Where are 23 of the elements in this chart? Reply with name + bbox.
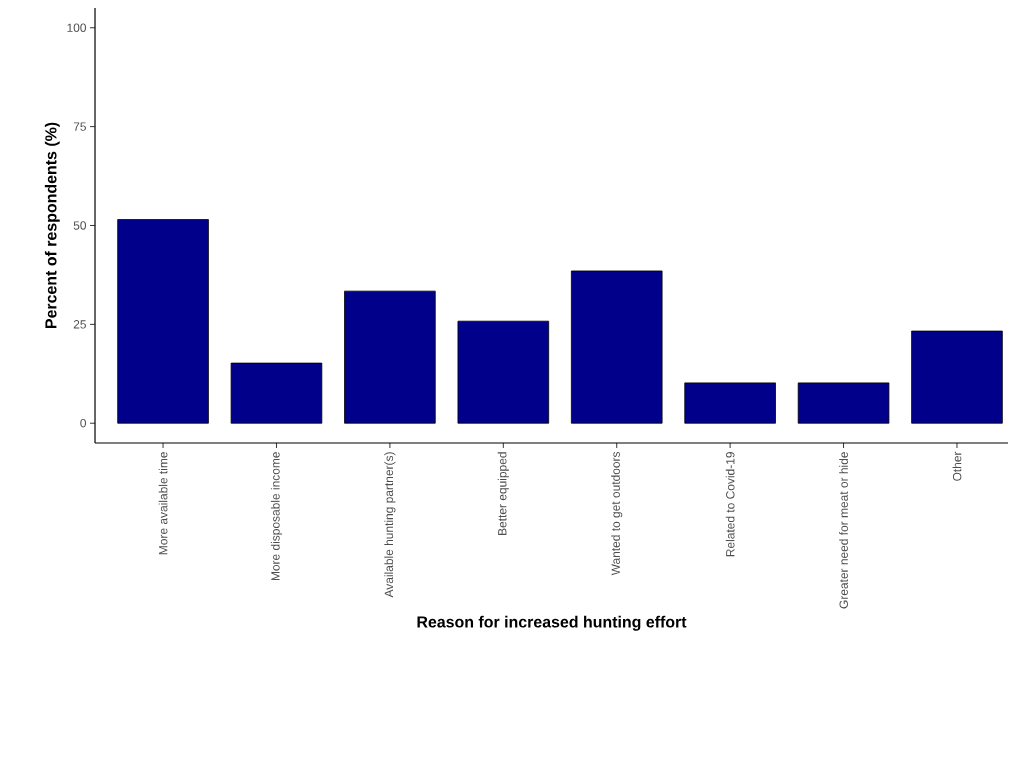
x-tick-label: Wanted to get outdoors (611, 451, 623, 576)
x-tick-label: More disposable income (270, 452, 283, 581)
x-tick-label: Related to Covid-19 (725, 452, 735, 557)
x-tick-label: More available time (158, 452, 168, 555)
x-tick-label: Other (952, 451, 962, 481)
bar (117, 219, 209, 424)
x-tick-label: Available hunting partner(s) (384, 452, 396, 598)
y-tick-label: 50 (73, 221, 87, 230)
y-tick-label: 100 (67, 23, 87, 32)
bar (457, 320, 550, 424)
y-tick-label: 0 (80, 418, 87, 428)
bar (684, 382, 776, 424)
y-tick-label: 25 (73, 320, 86, 329)
bar (911, 330, 1003, 424)
bar (344, 290, 436, 424)
bar (797, 382, 890, 424)
y-tick-label: 75 (73, 122, 86, 131)
bar (570, 270, 663, 424)
x-tick-label: Better equipped (497, 452, 509, 535)
bar (230, 362, 323, 424)
x-axis-title: Reason for increased hunting effort (417, 615, 687, 631)
y-axis-title: Percent of respondents (%) (44, 122, 60, 329)
x-tick-label: Greater need for meat or hide (839, 452, 848, 609)
